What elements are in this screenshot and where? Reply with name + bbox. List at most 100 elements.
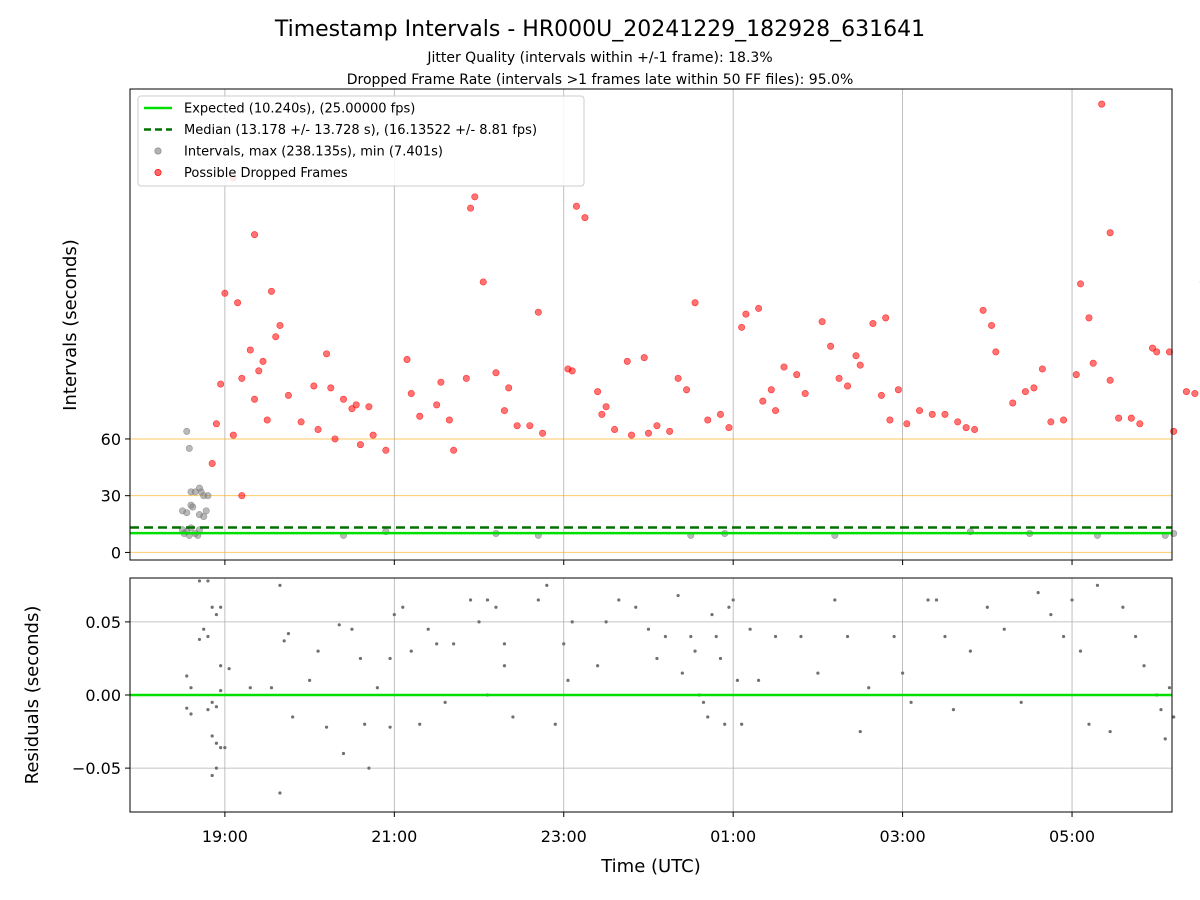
residual-point: [689, 634, 693, 639]
dropped-frame-point: [539, 429, 547, 437]
bottom-ytick-label: 0.05: [85, 613, 121, 632]
dropped-frame-point: [208, 460, 216, 468]
residual-point: [562, 642, 566, 646]
dropped-frame-point: [979, 306, 987, 314]
bottom-xtick-label: 03:00: [880, 827, 926, 846]
residual-point: [1159, 708, 1163, 712]
dropped-frame-point: [251, 395, 259, 403]
residual-point: [206, 579, 210, 583]
residual-point: [1078, 649, 1083, 653]
dropped-frame-point: [844, 382, 852, 390]
dropped-frame-point: [941, 410, 949, 418]
residual-point: [604, 620, 608, 624]
dropped-frame-point: [1136, 420, 1144, 428]
residual-point: [1002, 627, 1006, 631]
residual-point: [452, 642, 456, 646]
residual-point: [286, 631, 291, 636]
residual-point: [214, 766, 219, 770]
dropped-frame-point: [437, 378, 445, 386]
residual-point: [1133, 634, 1138, 639]
residual-point: [740, 722, 744, 726]
residual-point: [901, 671, 905, 675]
residual-point: [756, 678, 761, 682]
residual-point: [468, 598, 473, 602]
dropped-frame-point: [365, 403, 373, 411]
residual-point: [570, 620, 574, 624]
residual-point: [655, 656, 659, 661]
dropped-frame-point: [445, 416, 453, 424]
interval-point: [183, 427, 191, 435]
dropped-frame-point: [284, 391, 292, 399]
dropped-frame-point: [725, 424, 733, 432]
residual-point: [553, 722, 557, 726]
dropped-frame-point: [229, 431, 237, 439]
residual-point: [210, 734, 214, 738]
residual-point: [816, 671, 820, 675]
residual-point: [219, 689, 223, 693]
residual-point: [845, 634, 850, 639]
residual-point: [214, 705, 219, 709]
dropped-frame-point: [331, 435, 339, 443]
dropped-frame-point: [962, 424, 970, 432]
dropped-frame-point: [1072, 371, 1080, 379]
dropped-frame-point: [1106, 229, 1114, 237]
dropped-frame-point: [903, 420, 911, 428]
residual-point: [968, 649, 972, 653]
dropped-frame-point: [869, 320, 877, 328]
top-plot: 0 30 60: [101, 88, 1200, 565]
dropped-frame-point: [653, 422, 661, 430]
residual-point: [185, 674, 189, 678]
dropped-frame-point: [598, 410, 606, 418]
dropped-frame-point: [238, 374, 246, 382]
dropped-frame-point: [1165, 348, 1173, 356]
dropped-frame-point: [234, 299, 242, 307]
dropped-frame-point: [738, 323, 746, 331]
legend-box: [137, 95, 585, 187]
bottom-xtick-label: 05:00: [1049, 827, 1095, 846]
dropped-frame-point: [602, 403, 610, 411]
residual-point: [1121, 605, 1125, 609]
dropped-frame-point: [716, 410, 724, 418]
residual-point: [951, 708, 956, 712]
dropped-frame-point: [611, 425, 619, 433]
dropped-frame-point: [462, 374, 470, 382]
residual-point: [731, 598, 735, 602]
dropped-frame-point: [356, 441, 364, 449]
residual-point: [189, 712, 193, 716]
dropped-frame-point: [1038, 365, 1046, 373]
dropped-frame-point: [267, 287, 275, 295]
residual-point: [1049, 612, 1053, 617]
residual-point: [375, 686, 379, 690]
dropped-frame-point: [644, 429, 652, 437]
residual-point: [337, 623, 341, 627]
residual-point: [219, 664, 223, 668]
residual-point: [663, 634, 668, 639]
residual-point: [985, 605, 989, 609]
residual-point: [1142, 664, 1146, 668]
dropped-frame-point: [988, 321, 996, 329]
dropped-frame-point: [1127, 414, 1135, 422]
dropped-frame-point: [467, 204, 475, 212]
dropped-frame-point: [971, 425, 979, 433]
interval-point: [200, 512, 208, 520]
dropped-frame-point: [852, 352, 860, 360]
dropped-frame-point: [526, 422, 534, 430]
residual-point: [388, 725, 392, 729]
dropped-frame-point: [1182, 388, 1190, 396]
dropped-frame-point: [780, 363, 788, 371]
dropped-frame-point: [500, 407, 508, 415]
legend-label: Median (13.178 +/- 13.728 s), (16.13522 …: [184, 123, 537, 138]
dropped-frame-point: [674, 374, 682, 382]
dropped-frame-point: [704, 416, 712, 424]
residual-point: [833, 598, 837, 602]
dropped-frame-point: [568, 367, 576, 375]
residual-point: [714, 634, 718, 639]
residual-point: [693, 649, 697, 653]
residual-point: [727, 605, 731, 609]
dropped-frame-point: [894, 386, 902, 394]
dropped-frame-point: [772, 407, 780, 415]
interval-point: [183, 509, 191, 517]
residual-point: [269, 686, 274, 690]
dropped-frame-point: [323, 350, 331, 358]
